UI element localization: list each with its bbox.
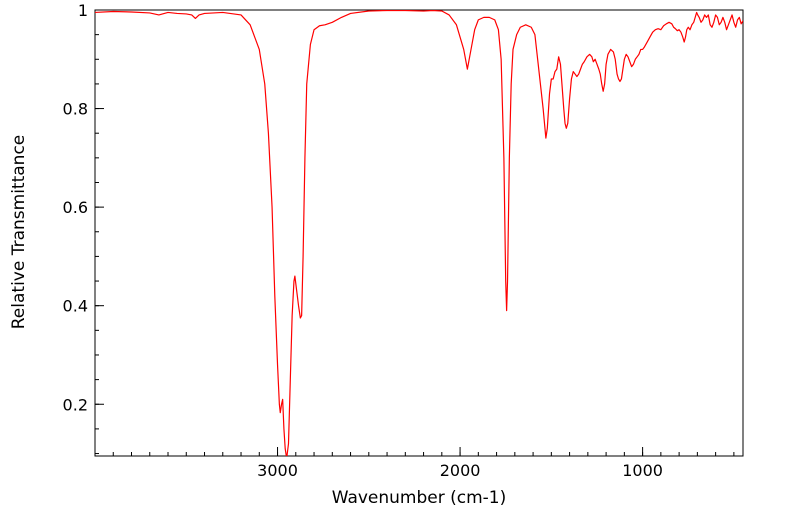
- y-tick-label: 1: [78, 1, 88, 20]
- x-tick-label: 3000: [257, 461, 298, 480]
- spectrum-series-line: [95, 10, 743, 456]
- plot-frame: [94, 9, 744, 457]
- y-tick-label: 0.2: [63, 395, 88, 414]
- series-layer: [95, 10, 743, 456]
- y-axis-label: Relative Transmittance: [9, 135, 29, 330]
- x-tick-label: 2000: [440, 461, 481, 480]
- axis-ticks: 3000 2000 1000 0.2 0.4 0.6 0.8 1: [63, 1, 735, 480]
- plot-border: [94, 9, 744, 457]
- x-axis-label: Wavenumber (cm-1): [332, 488, 507, 508]
- x-tick-label: 1000: [622, 461, 663, 480]
- y-tick-label: 0.6: [63, 198, 88, 217]
- y-tick-label: 0.8: [63, 100, 88, 119]
- axis-labels: Wavenumber (cm-1) Relative Transmittance: [9, 135, 506, 508]
- y-tick-label: 0.4: [63, 297, 88, 316]
